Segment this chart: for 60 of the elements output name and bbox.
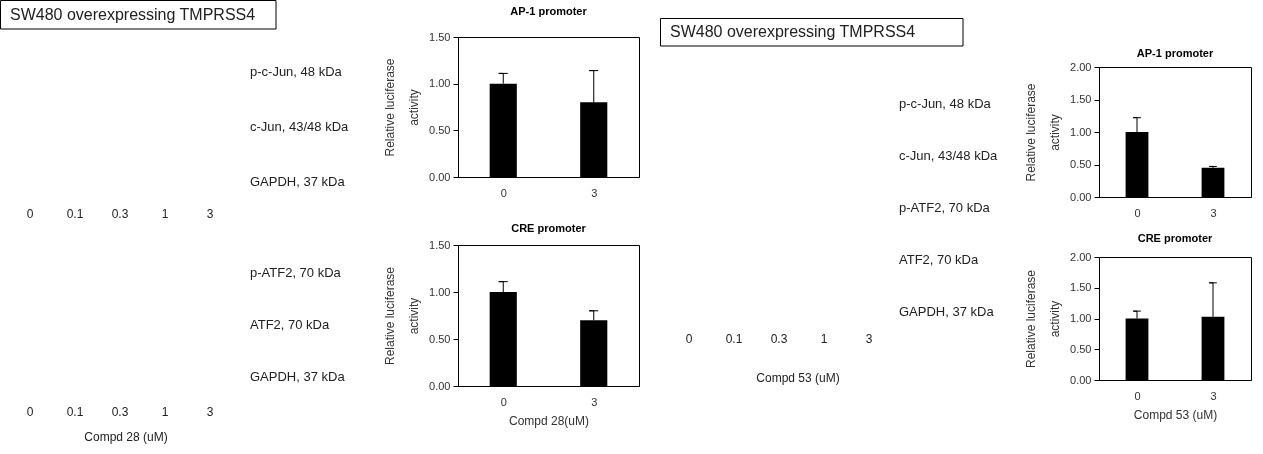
category-label: 0 — [26, 405, 34, 419]
y-axis-title: Relative luciferase activity — [1024, 83, 1063, 182]
text: p-c-Jun, 48 kDa — [250, 64, 343, 79]
x-axis-title: Compd 28(uM) — [508, 413, 590, 428]
category-label: 0.1 — [66, 405, 84, 419]
y-tick-label: 1.00 — [429, 77, 451, 90]
chart-title: CRE promoter — [511, 222, 587, 234]
text: ATF2, 70 kDa — [250, 317, 330, 332]
y-axis-title: Relative luciferase activity — [383, 58, 422, 157]
y-tick-label: 1.50 — [1070, 93, 1092, 105]
y-tick-label: 2.00 — [1070, 250, 1092, 263]
text: p-ATF2, 70 kDa — [899, 199, 991, 215]
category-label: 0.1 — [725, 332, 743, 346]
category-label: 0.3 — [111, 207, 129, 221]
category-label: 1 — [161, 207, 169, 221]
x-axis-title: Compd 53 (uM) — [1133, 407, 1218, 422]
text: Compd 28 (uM) — [84, 430, 168, 444]
x-tick-label: 0 — [500, 395, 507, 408]
x-tick-label: 0 — [1134, 389, 1141, 402]
text: p-ATF2, 70 kDa — [250, 265, 342, 280]
text: GAPDH, 37 kDa — [250, 369, 346, 384]
category-label: 0.1 — [66, 207, 84, 221]
y-tick-label: 1.50 — [429, 30, 451, 43]
text: GAPDH, 37 kDa — [250, 174, 346, 189]
y-tick-label: 0.50 — [429, 332, 451, 345]
x-tick-label: 3 — [1210, 389, 1217, 402]
text: SW480 overexpressing TMPRSS4 — [670, 23, 916, 40]
y-tick-label: 0.00 — [429, 379, 451, 392]
category-label: 0 — [685, 332, 693, 346]
y-tick-label: 1.00 — [1070, 312, 1092, 324]
text: ATF2, 70 kDa — [899, 251, 979, 267]
category-label: 3 — [206, 405, 214, 419]
text: GAPDH, 37 kDa — [899, 303, 995, 319]
text: Compd 53 (uM) — [756, 371, 840, 385]
chart-title: CRE promoter — [1137, 232, 1213, 244]
text: SW480 overexpressing TMPRSS4 — [10, 5, 256, 23]
y-tick-label: 1.50 — [1070, 281, 1092, 294]
category-label: 1 — [820, 332, 828, 346]
text: p-c-Jun, 48 kDa — [899, 95, 992, 111]
category-label: 3 — [865, 332, 873, 346]
category-label: 0.3 — [770, 332, 788, 346]
text: c-Jun, 43/48 kDa — [250, 119, 350, 134]
y-tick-label: 0.00 — [1070, 373, 1092, 386]
x-tick-label: 3 — [591, 395, 598, 408]
y-tick-label: 0.50 — [1070, 342, 1092, 355]
y-tick-label: 2.00 — [1070, 60, 1092, 73]
chart-title: AP-1 promoter — [510, 5, 588, 17]
chart-title: AP-1 promoter — [1136, 47, 1214, 59]
y-tick-label: 1.00 — [1070, 125, 1092, 138]
y-tick-label: 1.50 — [429, 238, 451, 251]
y-tick-label: 0.50 — [429, 123, 451, 136]
y-tick-label: 0.00 — [429, 170, 451, 183]
y-tick-label: 0.50 — [1070, 158, 1092, 170]
category-label: 0.3 — [111, 405, 129, 419]
text: c-Jun, 43/48 kDa — [899, 147, 999, 163]
y-axis-title: Relative luciferase activity — [1024, 269, 1063, 369]
y-tick-label: 1.00 — [429, 285, 451, 298]
y-tick-label: 0.00 — [1070, 190, 1092, 203]
category-label: 1 — [161, 405, 169, 419]
y-axis-title: Relative luciferase activity — [383, 266, 422, 366]
